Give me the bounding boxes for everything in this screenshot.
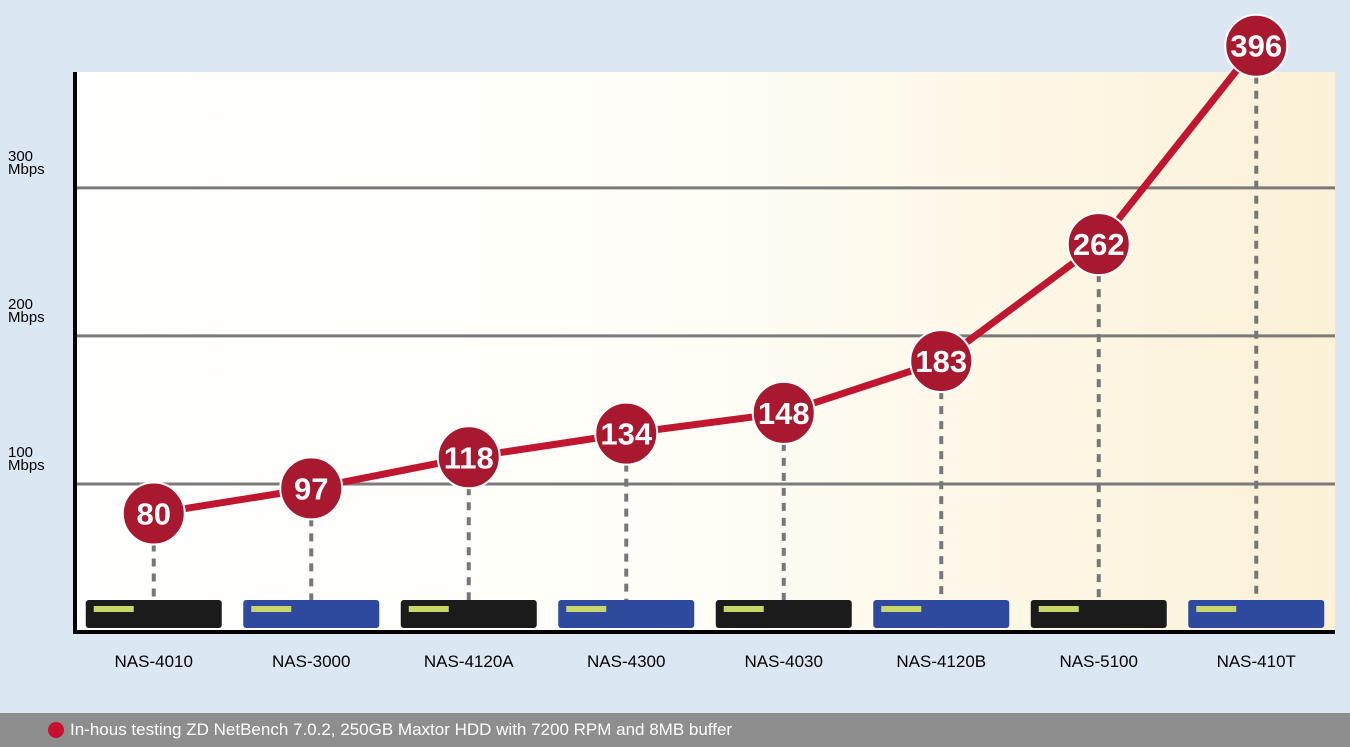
x-tick-label: NAS-5100 <box>1060 652 1138 671</box>
data-label: 97 <box>294 471 328 506</box>
product-image <box>558 600 694 628</box>
product-face <box>251 606 291 612</box>
product-face <box>94 606 134 612</box>
product-image <box>716 600 852 628</box>
product-image <box>243 600 379 628</box>
product-image <box>401 600 537 628</box>
product-face <box>409 606 449 612</box>
x-tick-label: NAS-4120B <box>896 652 986 671</box>
data-label: 396 <box>1230 29 1282 64</box>
y-tick-label: 100 Mbps <box>8 446 42 472</box>
product-face <box>1196 606 1236 612</box>
data-label: 262 <box>1073 227 1125 262</box>
product-image <box>1031 600 1167 628</box>
plot-area <box>75 72 1335 632</box>
product-image <box>86 600 222 628</box>
chart: 80 97 118 134 148 183 262 396 NAS-4010 NAS-3000 NA… <box>0 0 1350 713</box>
product-face <box>881 606 921 612</box>
x-tick-label: NAS-3000 <box>272 652 350 671</box>
x-tick-label: NAS-4120A <box>424 652 514 671</box>
data-label: 134 <box>600 417 652 452</box>
product-image <box>873 600 1009 628</box>
product-face <box>1039 606 1079 612</box>
bullet <box>48 722 64 738</box>
y-tick-label: 300 Mbps <box>8 150 42 176</box>
x-tick-label: NAS-4010 <box>115 652 193 671</box>
data-label: 183 <box>915 344 967 379</box>
data-label: 148 <box>758 396 810 431</box>
page: 80 97 118 134 148 183 262 396 NAS-4010 NAS-3000 NA… <box>0 0 1350 747</box>
footnote-bar: In-hous testing ZD NetBench 7.0.2, 250GB… <box>0 713 1350 747</box>
product-face <box>724 606 764 612</box>
y-tick-label: 200 Mbps <box>8 298 42 324</box>
product-image <box>1188 600 1324 628</box>
data-label: 118 <box>444 440 494 475</box>
x-tick-label: NAS-4300 <box>587 652 665 671</box>
x-tick-label: NAS-410T <box>1217 652 1296 671</box>
data-label: 80 <box>137 497 171 532</box>
x-tick-label: NAS-4030 <box>745 652 823 671</box>
footnote: In-hous testing ZD NetBench 7.0.2, 250GB… <box>70 713 732 747</box>
product-face <box>566 606 606 612</box>
